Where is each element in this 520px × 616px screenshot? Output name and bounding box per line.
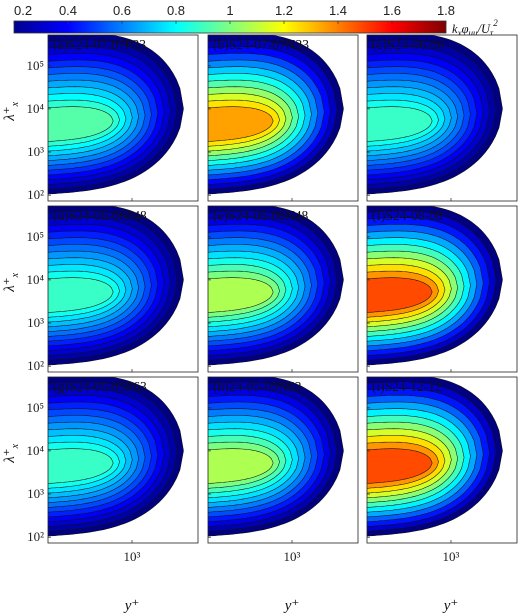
contour-level — [48, 106, 114, 142]
colorbar-tick-label: 1.4 — [329, 3, 347, 18]
colorbar-tick-label: 1.8 — [437, 3, 455, 18]
y-tick-label: 10² — [27, 187, 44, 202]
y-tick-label: 10³ — [27, 144, 44, 159]
x-tick-label: 10³ — [124, 549, 141, 564]
colorbar-label: kxφuu/Uτ2 — [452, 18, 498, 38]
colorbar-ticks: 0.2 0.4 0.6 0.8 1 1.2 1.4 1.6 1.8 — [13, 3, 455, 24]
panel: 10⁵ 10⁴ 10³ 10² (d)S24-06-06P48 — [26, 205, 199, 373]
x-tick-label: 10³ — [443, 549, 460, 564]
contour-fill — [367, 35, 503, 195]
panel-frame — [366, 34, 518, 202]
colorbar-tick-label: 0.2 — [14, 3, 32, 18]
contour-level — [208, 277, 274, 313]
contour-level — [208, 448, 274, 484]
contour-fill — [48, 377, 184, 537]
panel: (b)S24-07-07N33 — [207, 34, 359, 202]
panel-label: (f)S24-08-08 — [372, 208, 443, 223]
panel-label: (h)24-05-05N63 — [213, 379, 302, 394]
panel: (f)S24-08-08 — [366, 205, 518, 373]
contour-level — [48, 448, 114, 484]
panel-grid: 10⁵ 10⁴ 10³ 10² (a)S24-07-07P33 (b)S24-07-07N… — [26, 34, 518, 564]
panel: 10⁵ 10⁴ 10³ 10² 10³ (g)S24-05-05P63 — [26, 376, 199, 564]
contour-fill — [208, 206, 344, 366]
y-tick-label: 10⁴ — [26, 443, 44, 458]
y-tick-label: 10⁵ — [26, 229, 44, 244]
colorbar-tick-label: 1 — [226, 3, 233, 18]
x-tick-label: 10³ — [284, 549, 301, 564]
panel-label: (a)S24-07-07P33 — [53, 37, 146, 52]
y-axis-label: λ⁺x — [2, 443, 21, 463]
contour-level — [367, 277, 433, 313]
y-tick-label: 10⁵ — [26, 58, 44, 73]
y-tick-label: 10² — [27, 358, 44, 373]
contour-level — [367, 448, 433, 484]
contour-level — [367, 106, 433, 142]
colorbar-tick-label: 0.8 — [167, 3, 185, 18]
panel-frame — [47, 34, 199, 202]
panel-frame — [366, 205, 518, 373]
y-tick-label: 10⁴ — [26, 101, 44, 116]
panel-label: (b)S24-07-07N33 — [213, 37, 309, 52]
panel: 10⁵ 10⁴ 10³ 10² (a)S24-07-07P33 — [26, 34, 199, 202]
panel-frame — [366, 376, 518, 544]
contour-fill — [48, 35, 184, 195]
colorbar: 0.2 0.4 0.6 0.8 1 1.2 1.4 1.6 1.8 kxφuu/Uτ2 — [13, 3, 498, 38]
panel: (e)S24-06-06N48 — [207, 205, 359, 373]
panel-frame — [47, 376, 199, 544]
y-tick-label: 10² — [27, 529, 44, 544]
y-tick-label: 10³ — [27, 315, 44, 330]
contour-fill — [48, 206, 184, 366]
panel: (c)S24-06-06 — [366, 34, 518, 202]
x-axis-label: y⁺ — [442, 598, 459, 614]
x-axis-label: y⁺ — [123, 598, 140, 614]
contour-level — [48, 277, 114, 313]
colorbar-tick-label: 1.2 — [275, 3, 293, 18]
colorbar-tick-label: 0.4 — [59, 3, 77, 18]
y-tick-label: 10⁴ — [26, 272, 44, 287]
contour-fill — [208, 377, 344, 537]
panel-frame — [207, 34, 359, 202]
panel: 10³ (h)24-05-05N63 — [207, 376, 359, 564]
contour-fill — [367, 377, 503, 537]
panel-label: (e)S24-06-06N48 — [213, 208, 308, 223]
y-axis-label: λ⁺x — [2, 272, 21, 292]
y-tick-label: 10³ — [27, 486, 44, 501]
axis-labels: λ⁺x λ⁺x λ⁺x y⁺ y⁺ y⁺ — [2, 101, 458, 614]
panel-frame — [207, 205, 359, 373]
panel-label: (d)S24-06-06P48 — [53, 208, 147, 223]
panel-frame — [47, 205, 199, 373]
panel: 10³ (i)S24-12-12 — [366, 376, 518, 564]
panel-label: (g)S24-05-05P63 — [53, 379, 147, 394]
x-axis-label: y⁺ — [283, 598, 300, 614]
panel-frame — [207, 376, 359, 544]
contour-fill — [208, 35, 344, 195]
contour-level — [208, 106, 274, 142]
y-tick-label: 10⁵ — [26, 400, 44, 415]
colorbar-tick-label: 1.6 — [383, 3, 401, 18]
panel-label: (c)S24-06-06 — [372, 37, 444, 52]
contour-fill — [367, 206, 503, 366]
colorbar-tick-label: 0.6 — [113, 3, 131, 18]
y-axis-label: λ⁺x — [2, 101, 21, 121]
panel-label: (i)S24-12-12 — [372, 379, 442, 394]
